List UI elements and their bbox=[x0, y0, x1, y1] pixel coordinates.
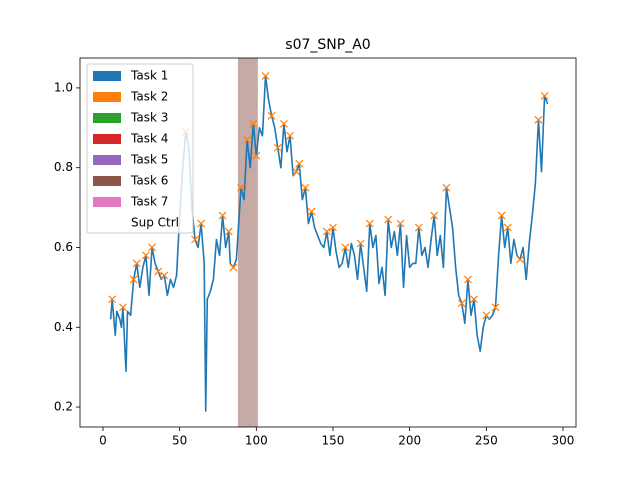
peak-marker bbox=[322, 227, 331, 236]
peak-marker bbox=[252, 151, 261, 160]
legend-label: Task 6 bbox=[130, 174, 168, 188]
peak-marker bbox=[307, 207, 316, 216]
peak-marker bbox=[261, 72, 270, 80]
legend-label: Sup Ctrl bbox=[131, 216, 179, 230]
legend-swatch bbox=[93, 134, 121, 144]
peak-marker bbox=[384, 215, 393, 224]
peak-marker bbox=[457, 299, 466, 308]
x-tick-label: 0 bbox=[99, 434, 107, 448]
legend-label: Task 3 bbox=[130, 111, 168, 125]
peak-marker bbox=[365, 219, 374, 228]
peak-marker bbox=[267, 111, 276, 120]
x-tick-label: 100 bbox=[245, 434, 268, 448]
x-tick-label: 200 bbox=[398, 434, 421, 448]
peak-marker bbox=[154, 267, 163, 276]
legend-label: Task 7 bbox=[130, 195, 168, 209]
peak-marker bbox=[273, 143, 282, 152]
peak-marker bbox=[430, 211, 439, 220]
peak-marker bbox=[224, 227, 233, 236]
legend-swatch bbox=[93, 155, 121, 165]
peak-marker bbox=[142, 251, 150, 260]
peak-marker bbox=[463, 275, 472, 284]
legend-swatch bbox=[93, 92, 121, 102]
peak-marker bbox=[396, 219, 405, 228]
peak-marker bbox=[329, 223, 337, 232]
x-tick-label: 50 bbox=[172, 434, 187, 448]
peak-marker bbox=[482, 311, 491, 320]
peak-marker bbox=[301, 183, 310, 192]
x-tick-label: 150 bbox=[322, 434, 345, 448]
shaded-span bbox=[237, 58, 258, 427]
peak-marker bbox=[286, 131, 294, 140]
peak-marker bbox=[237, 183, 245, 192]
peak-marker bbox=[442, 183, 451, 192]
peak-marker bbox=[160, 271, 169, 280]
peak-marker bbox=[119, 303, 127, 312]
legend-label: Task 5 bbox=[130, 153, 168, 167]
peak-marker bbox=[516, 255, 524, 264]
legend: Task 1 Task 2 Task 3 Task 4 Task 5 Task 6 Task… bbox=[86, 63, 194, 234]
peak-marker bbox=[534, 115, 543, 124]
plot-frame bbox=[79, 57, 577, 428]
y-tick-label: 0.8 bbox=[54, 160, 73, 174]
legend-box bbox=[86, 63, 194, 234]
peak-marker bbox=[249, 119, 258, 128]
peak-marker bbox=[108, 295, 117, 304]
peak-marker bbox=[470, 295, 478, 304]
peak-marker bbox=[229, 263, 238, 272]
y-tick-label: 1.0 bbox=[54, 80, 73, 94]
legend-label: Task 4 bbox=[130, 132, 168, 146]
peak-marker bbox=[341, 243, 350, 252]
peak-marker bbox=[497, 211, 506, 220]
legend-label: Task 1 bbox=[130, 69, 168, 83]
legend-swatch bbox=[93, 71, 121, 81]
chart-title: s07_SNP_A0 bbox=[285, 37, 370, 53]
peak-marker bbox=[218, 211, 227, 220]
peak-marker bbox=[148, 243, 156, 252]
peak-marker bbox=[491, 303, 500, 312]
peak-marker bbox=[197, 219, 206, 228]
x-tick-label: 250 bbox=[475, 434, 498, 448]
x-tick-label: 300 bbox=[552, 434, 575, 448]
peak-marker bbox=[356, 239, 365, 248]
peak-marker bbox=[243, 135, 252, 144]
legend-label: Task 2 bbox=[130, 90, 168, 104]
peak-marker bbox=[414, 223, 423, 232]
peak-marker bbox=[503, 223, 512, 232]
signal-line bbox=[109, 75, 549, 412]
peak-marker bbox=[191, 235, 199, 244]
peak-marker bbox=[292, 167, 301, 176]
y-tick-label: 0.4 bbox=[54, 320, 73, 334]
y-tick-label: 0.6 bbox=[54, 240, 73, 254]
legend-swatch bbox=[93, 197, 121, 207]
legend-swatch bbox=[93, 176, 121, 186]
peak-marker bbox=[279, 119, 288, 128]
peak-marker bbox=[540, 91, 549, 100]
peak-marker bbox=[295, 159, 304, 168]
legend-swatch bbox=[93, 113, 121, 123]
peak-marker bbox=[132, 259, 141, 268]
peak-marker bbox=[129, 275, 138, 284]
y-tick-label: 0.2 bbox=[54, 400, 73, 414]
